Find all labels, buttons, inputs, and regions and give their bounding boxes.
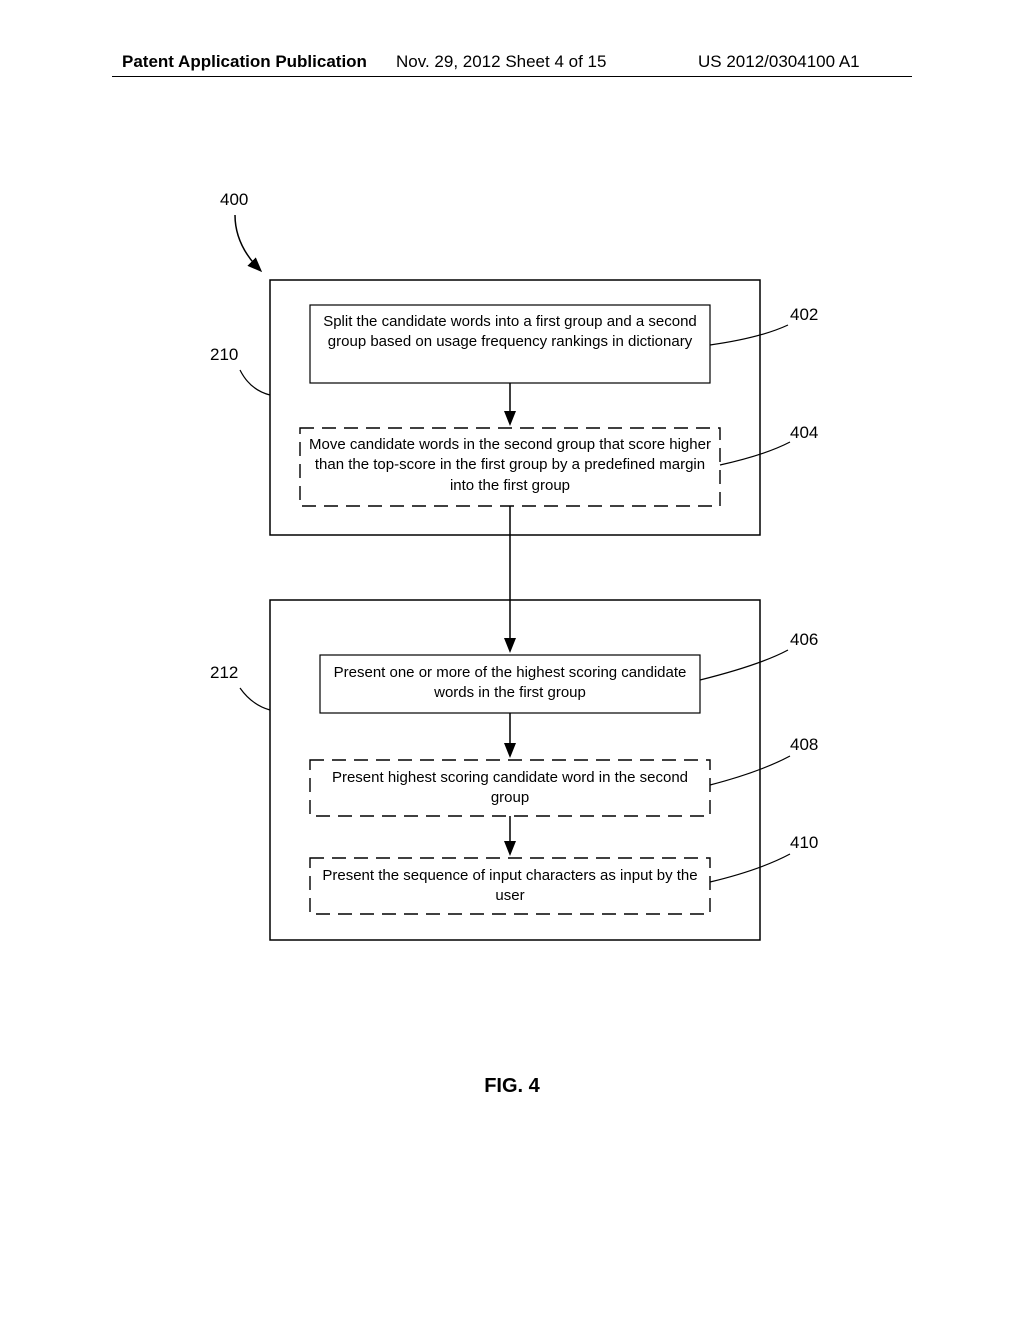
label-408: 408 [790,735,818,754]
label-402: 402 [790,305,818,324]
label-404: 404 [790,423,818,442]
flowchart-svg: 400 210 Split the candidate words into a… [0,120,1024,1220]
tick-210 [240,370,270,395]
header-left-text: Patent Application Publication [122,52,367,72]
figure-caption: FIG. 4 [0,1075,1024,1098]
figure-number-400: 400 [220,190,248,209]
header-rule [112,76,912,77]
leader-408 [710,756,790,785]
label-210: 210 [210,345,238,364]
box-410-text: Present the sequence of input characters… [315,866,705,907]
label-406: 406 [790,630,818,649]
page-header: Patent Application Publication Nov. 29, … [0,52,1024,76]
label-410: 410 [790,833,818,852]
box-402-text: Split the candidate words into a first g… [315,312,705,353]
leader-410 [710,854,790,882]
header-center-text: Nov. 29, 2012 Sheet 4 of 15 [396,52,606,72]
leader-406 [700,650,788,680]
arrow-400 [235,215,260,270]
box-408-text: Present highest scoring candidate word i… [315,768,705,809]
box-404-text: Move candidate words in the second group… [305,435,715,496]
label-212: 212 [210,663,238,682]
header-right-text: US 2012/0304100 A1 [698,52,860,72]
tick-212 [240,688,270,710]
box-406-text: Present one or more of the highest scori… [325,663,695,704]
